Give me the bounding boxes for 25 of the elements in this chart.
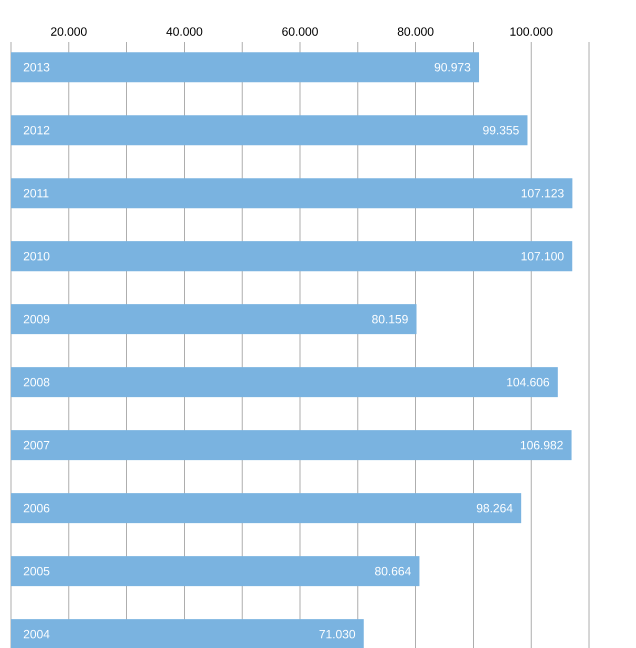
y-tick-label: 2007 (24, 440, 50, 450)
y-tick-label: 2006 (24, 504, 50, 512)
x-tick-label: 100.000 (510, 27, 552, 36)
data-label: 106.982 (520, 440, 563, 450)
data-label: 90.973 (434, 62, 470, 72)
data-label: 98.264 (476, 504, 513, 512)
y-tick-label: 2011 (24, 188, 48, 198)
y-tick-label: 2013 (24, 62, 50, 72)
x-tick-label: 20.000 (51, 27, 87, 36)
y-tick-label: 2012 (24, 126, 50, 134)
data-label: 80.664 (375, 566, 411, 576)
y-tick-label: 2004 (24, 630, 50, 638)
data-label: 107.100 (522, 252, 564, 260)
data-label: 71.030 (319, 630, 356, 638)
x-tick-label: 40.000 (166, 27, 202, 36)
y-tick-label: 2009 (24, 314, 50, 324)
data-label: 99.355 (483, 126, 519, 134)
y-tick-label: 2005 (24, 566, 50, 576)
x-tick-label: 60.000 (282, 27, 318, 36)
data-label: 107.123 (522, 188, 564, 198)
x-tick-label: 80.000 (398, 27, 434, 36)
data-label: 80.159 (372, 314, 408, 324)
data-label: 104.606 (507, 378, 550, 386)
y-tick-label: 2008 (24, 378, 50, 386)
y-tick-label: 2010 (24, 252, 50, 260)
